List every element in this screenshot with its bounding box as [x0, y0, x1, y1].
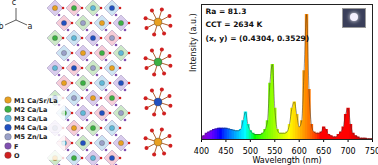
svg-text:M5 Zn/La: M5 Zn/La [14, 133, 48, 141]
svg-text:750: 750 [365, 147, 378, 156]
svg-text:M4 Ca/La: M4 Ca/La [14, 124, 47, 132]
svg-text:650: 650 [316, 147, 332, 157]
svg-text:O: O [14, 152, 20, 160]
svg-text:500: 500 [242, 147, 258, 157]
svg-text:Intensity (a.u.): Intensity (a.u.) [189, 13, 198, 72]
svg-text:F: F [14, 143, 18, 151]
svg-text:700: 700 [340, 147, 355, 156]
svg-text:M3 Ca/La: M3 Ca/La [14, 115, 47, 123]
svg-text:400: 400 [194, 147, 209, 156]
svg-text:550: 550 [267, 147, 283, 157]
svg-text:600: 600 [291, 147, 307, 157]
svg-text:(x, y) = (0.4304, 0.3529): (x, y) = (0.4304, 0.3529) [206, 34, 310, 43]
svg-text:a: a [28, 22, 33, 31]
svg-text:c: c [12, 0, 16, 7]
svg-text:Ra = 81.3: Ra = 81.3 [206, 7, 247, 16]
svg-text:Wavelength (nm): Wavelength (nm) [252, 156, 321, 165]
svg-text:CCT = 2634 K: CCT = 2634 K [206, 20, 264, 29]
svg-text:M1 Ca/Sr/La: M1 Ca/Sr/La [14, 97, 58, 105]
svg-text:b: b [0, 22, 4, 31]
svg-text:450: 450 [218, 147, 233, 156]
svg-text:M2 Ca/La: M2 Ca/La [14, 106, 47, 114]
